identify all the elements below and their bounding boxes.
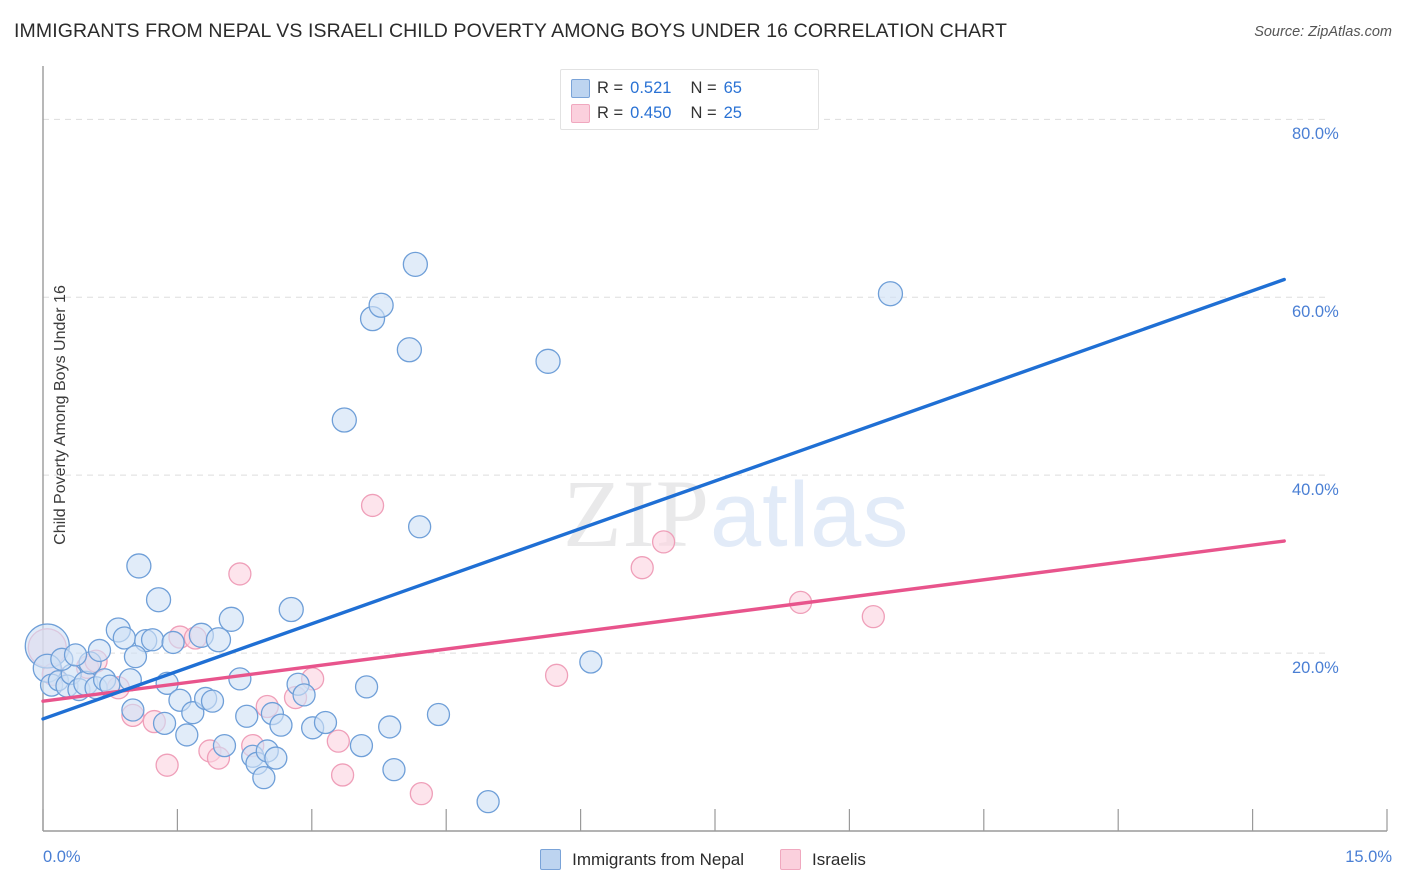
- data-point: [161, 630, 185, 655]
- data-point: [126, 553, 152, 579]
- data-point: [861, 604, 885, 629]
- data-point: [292, 683, 316, 707]
- trendline-nepal: [41, 277, 1286, 721]
- stats-n-value-israelis: 25: [723, 104, 742, 122]
- x-tick-label-max: 15.0%: [1345, 848, 1392, 866]
- data-point: [175, 723, 199, 747]
- legend-label-nepal: Immigrants from Nepal: [572, 849, 745, 869]
- data-point: [476, 789, 500, 814]
- x-tick-marks: [42, 809, 1388, 831]
- legend-swatch-nepal: [540, 849, 562, 870]
- data-point: [630, 556, 654, 580]
- legend-item-israelis[interactable]: Israelis: [780, 849, 866, 870]
- y-tick-label-80: 80.0%: [1292, 125, 1339, 144]
- data-point: [360, 493, 385, 518]
- data-point: [269, 713, 293, 737]
- trend-lines: [41, 277, 1286, 721]
- legend-label-israelis: Israelis: [812, 849, 866, 869]
- correlation-stats-box: R = 0.521 N = 65 R = 0.450 N = 25: [560, 69, 819, 130]
- data-point: [145, 587, 172, 613]
- data-point: [264, 746, 288, 770]
- trendline-israelis: [41, 539, 1286, 703]
- data-point: [354, 675, 379, 699]
- stats-row-israelis: R = 0.450 N = 25: [571, 101, 808, 126]
- data-point: [155, 753, 179, 777]
- data-point: [63, 643, 88, 667]
- data-point: [382, 757, 406, 782]
- data-point: [218, 606, 244, 632]
- data-point: [426, 702, 451, 727]
- data-point: [121, 698, 145, 722]
- stats-row-nepal: R = 0.521 N = 65: [571, 76, 808, 101]
- data-point: [877, 281, 904, 307]
- y-tick-label-40: 40.0%: [1292, 481, 1339, 500]
- stats-n-value-nepal: 65: [723, 79, 742, 97]
- stats-swatch-israelis: [571, 104, 590, 123]
- stats-r-label-nepal: R =: [597, 79, 624, 97]
- data-point: [326, 729, 350, 753]
- data-point: [200, 689, 225, 713]
- stats-r-label-israelis: R =: [597, 104, 624, 122]
- data-point: [205, 627, 232, 653]
- data-point: [407, 515, 432, 539]
- stats-n-label-israelis: N =: [690, 104, 717, 122]
- stats-n-label-nepal: N =: [690, 79, 717, 97]
- data-point: [544, 663, 569, 687]
- data-point: [330, 763, 355, 787]
- y-tick-label-60: 60.0%: [1292, 303, 1339, 322]
- data-point: [331, 407, 357, 433]
- data-point: [228, 667, 252, 691]
- data-point: [378, 715, 402, 739]
- data-point: [579, 650, 603, 674]
- data-point: [409, 781, 434, 806]
- data-point: [402, 251, 429, 278]
- legend-swatch-israelis: [780, 849, 802, 870]
- data-point: [140, 628, 165, 652]
- data-point: [228, 562, 252, 586]
- x-tick-label-min: 0.0%: [43, 848, 81, 866]
- data-point: [278, 596, 304, 623]
- data-point: [535, 348, 561, 374]
- data-point: [313, 710, 338, 735]
- stats-swatch-nepal: [571, 79, 590, 98]
- data-point: [212, 733, 237, 758]
- y-tick-label-20: 20.0%: [1292, 659, 1339, 678]
- chart-legend: Immigrants from Nepal Israelis: [0, 849, 1406, 870]
- data-point: [396, 337, 423, 363]
- data-point: [252, 765, 276, 790]
- nepal-points: [24, 251, 904, 814]
- data-point: [368, 292, 394, 318]
- page-title: IMMIGRANTS FROM NEPAL VS ISRAELI CHILD P…: [14, 20, 1007, 42]
- data-point: [651, 530, 676, 554]
- legend-item-nepal[interactable]: Immigrants from Nepal: [540, 849, 744, 870]
- source-attribution: Source: ZipAtlas.com: [1254, 24, 1392, 40]
- data-point: [349, 733, 374, 758]
- data-point: [123, 645, 148, 669]
- stats-r-value-nepal: 0.521: [630, 79, 672, 97]
- data-point: [235, 704, 259, 728]
- data-point: [87, 638, 112, 663]
- data-point: [152, 711, 177, 736]
- stats-r-value-israelis: 0.450: [630, 104, 672, 122]
